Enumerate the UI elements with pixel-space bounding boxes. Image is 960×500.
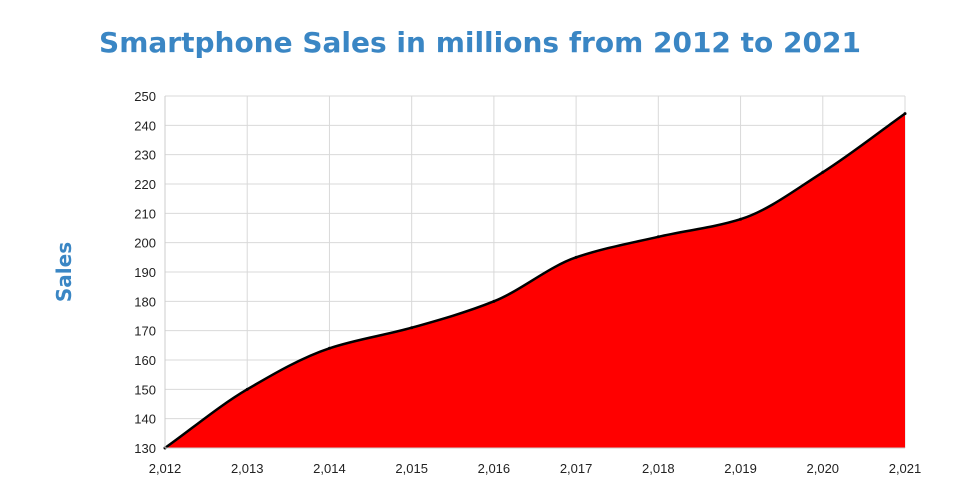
- x-axis-ticks: 2,012 2,013 2,014 2,015 2,016 2,017 2,018 2,019…: [149, 461, 922, 476]
- y-tick-label: 140: [134, 412, 156, 427]
- y-tick-label: 150: [134, 382, 156, 397]
- x-tick-label: 2,015: [395, 461, 428, 476]
- data-point: [327, 346, 331, 350]
- data-point: [245, 387, 249, 391]
- data-point: [903, 112, 907, 116]
- y-tick-label: 190: [134, 265, 156, 280]
- x-tick-label: 2,021: [889, 461, 922, 476]
- x-tick-label: 2,018: [642, 461, 675, 476]
- area-fill: [165, 113, 905, 448]
- y-tick-label: 220: [134, 177, 156, 192]
- data-point: [492, 299, 496, 303]
- y-tick-label: 210: [134, 206, 156, 221]
- data-point: [656, 235, 660, 239]
- y-tick-label: 160: [134, 353, 156, 368]
- data-point: [410, 326, 414, 330]
- y-tick-label: 250: [134, 89, 156, 104]
- x-tick-label: 2,013: [231, 461, 264, 476]
- y-tick-label: 230: [134, 148, 156, 163]
- y-tick-label: 240: [134, 118, 156, 133]
- x-tick-label: 2,016: [478, 461, 511, 476]
- y-tick-label: 200: [134, 236, 156, 251]
- y-axis-ticks: 130 140 150 160 170 180 190 200 210 220 230 240 250: [134, 89, 156, 456]
- data-point: [821, 170, 825, 174]
- x-tick-label: 2,014: [313, 461, 346, 476]
- y-tick-label: 180: [134, 294, 156, 309]
- x-tick-label: 2,019: [724, 461, 757, 476]
- y-tick-label: 170: [134, 324, 156, 339]
- series-line: [164, 112, 906, 450]
- chart-title: Smartphone Sales in millions from 2012 t…: [99, 26, 861, 59]
- data-point: [574, 255, 578, 259]
- x-tick-label: 2,017: [560, 461, 593, 476]
- y-tick-label: 130: [134, 441, 156, 456]
- x-tick-label: 2,020: [807, 461, 840, 476]
- x-tick-label: 2,012: [149, 461, 182, 476]
- data-point: [739, 217, 743, 221]
- area-layer: [163, 96, 907, 450]
